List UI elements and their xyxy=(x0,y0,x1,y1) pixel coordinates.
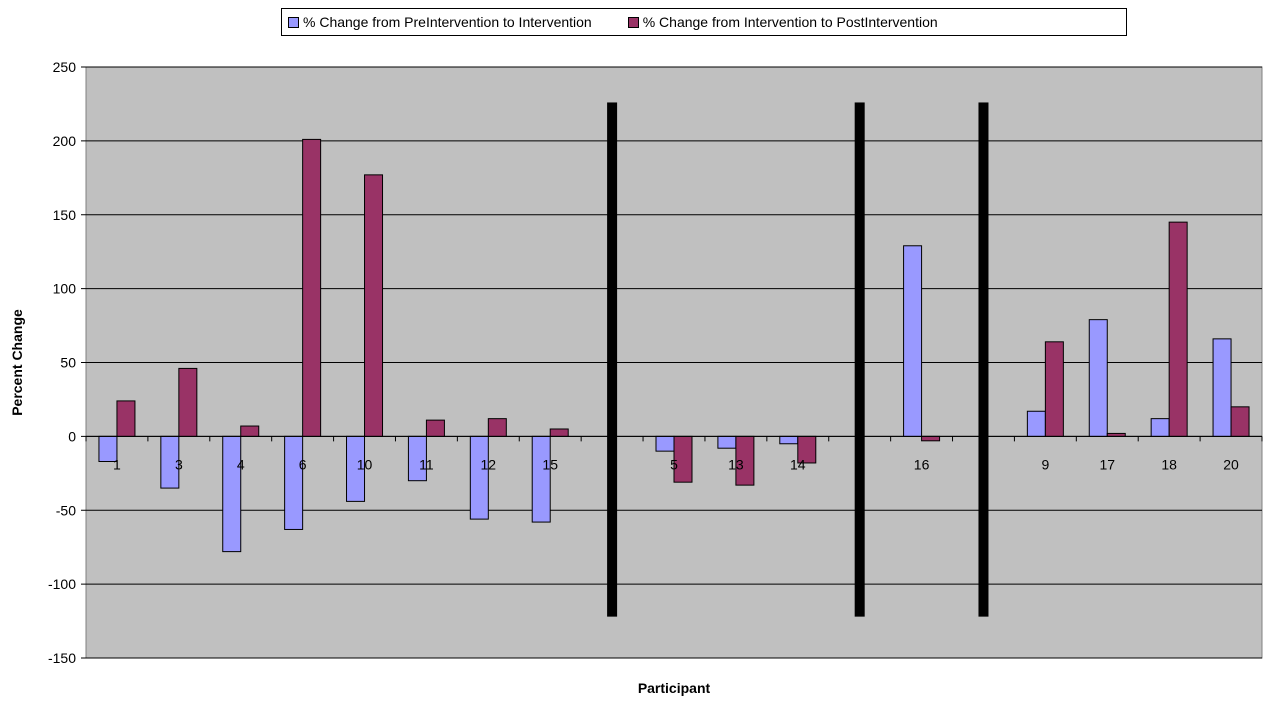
gridlines xyxy=(86,66,1262,659)
bar-series-1 xyxy=(469,435,489,520)
bar-series-1 xyxy=(1088,319,1108,437)
group-separators xyxy=(607,102,989,617)
bar-series-2 xyxy=(302,138,322,437)
y-tick-label: 200 xyxy=(53,133,77,149)
bar-series-1 xyxy=(717,435,737,449)
x-tick-label: 18 xyxy=(1161,456,1177,472)
y-tick-label: 150 xyxy=(53,207,77,223)
x-tick-label: 17 xyxy=(1099,456,1115,472)
legend-label-series-2: % Change from Intervention to PostInterv… xyxy=(642,14,938,30)
bar-series-2 xyxy=(487,418,507,437)
x-tick-label: 20 xyxy=(1223,456,1239,472)
bar-series-2 xyxy=(1044,341,1064,437)
bar-series-2 xyxy=(364,174,384,437)
y-axis-ticks: -150 -100 -50 0 50 100 150 200 250 xyxy=(48,59,86,666)
group-separator xyxy=(854,102,865,617)
bar-series-1 xyxy=(655,435,675,452)
y-tick-label: -100 xyxy=(48,576,76,592)
bar-series-2 xyxy=(116,400,136,437)
bar-series-1 xyxy=(1150,418,1170,437)
x-tick-label: 1 xyxy=(113,456,121,472)
y-tick-label: -150 xyxy=(48,650,76,666)
group-separator xyxy=(978,102,989,617)
legend-label-series-1: % Change from PreIntervention to Interve… xyxy=(303,14,592,30)
legend-swatch-series-2 xyxy=(627,16,639,28)
legend-item-series-1: % Change from PreIntervention to Interve… xyxy=(288,14,592,30)
bar-series-2 xyxy=(1230,406,1250,437)
legend-swatch-series-1 xyxy=(288,16,299,28)
group-separator xyxy=(607,102,618,617)
x-tick-label: 10 xyxy=(357,456,373,472)
y-tick-label: 100 xyxy=(53,281,77,297)
bar-series-1 xyxy=(779,435,799,445)
x-tick-label: 14 xyxy=(790,456,806,472)
bar-series-1 xyxy=(222,435,242,553)
bar-series-2 xyxy=(1168,221,1188,437)
bar-series-2 xyxy=(240,425,260,437)
x-tick-label: 6 xyxy=(299,456,307,472)
x-tick-label: 16 xyxy=(914,456,930,472)
x-tick-label: 11 xyxy=(419,456,434,472)
y-tick-label: 0 xyxy=(68,428,76,444)
y-axis-title: Percent Change xyxy=(9,309,25,416)
bar-series-1 xyxy=(1026,410,1046,437)
x-tick-label: 15 xyxy=(542,456,558,472)
bar-series-1 xyxy=(284,435,304,530)
bar-series-2 xyxy=(921,435,941,442)
bars xyxy=(98,138,1250,553)
bar-series-1 xyxy=(1212,338,1232,437)
x-tick-label: 12 xyxy=(481,456,497,472)
bar-series-1 xyxy=(903,245,923,437)
y-tick-label: -50 xyxy=(56,502,76,518)
bar-series-2 xyxy=(178,367,198,437)
x-tick-label: 4 xyxy=(237,456,245,472)
x-axis-labels: 1 3 4 6 10 11 12 15 5 13 14 16 9 17 18 20 xyxy=(85,436,1263,472)
bar-series-2 xyxy=(425,419,445,437)
x-tick-label: 9 xyxy=(1041,456,1049,472)
bar-series-2 xyxy=(549,428,569,437)
bar-series-1 xyxy=(531,435,551,523)
x-axis-title: Participant xyxy=(638,680,711,696)
legend-item-series-2: % Change from Intervention to PostInterv… xyxy=(627,14,938,30)
y-tick-label: 250 xyxy=(53,59,77,75)
legend: % Change from PreIntervention to Interve… xyxy=(281,8,1127,36)
x-tick-label: 3 xyxy=(175,456,183,472)
y-tick-label: 50 xyxy=(60,355,76,371)
x-tick-label: 13 xyxy=(728,456,744,472)
x-tick-label: 5 xyxy=(670,456,678,472)
